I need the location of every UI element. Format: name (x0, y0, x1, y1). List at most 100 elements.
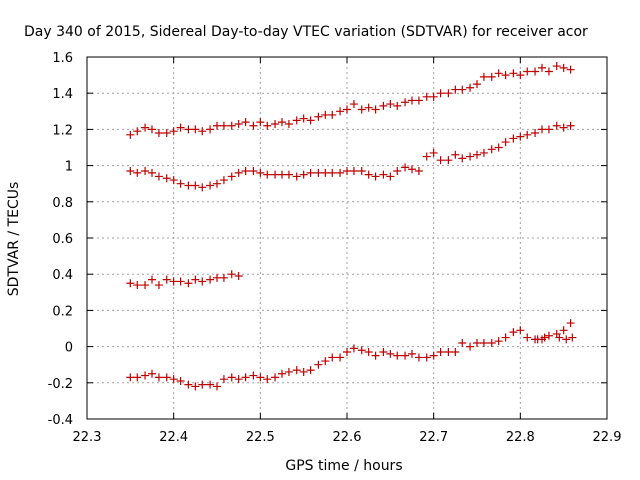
data-point-second (299, 170, 308, 179)
data-point-short (148, 275, 156, 284)
data-point-upper (306, 116, 315, 125)
data-point-upper (473, 80, 481, 89)
data-point-upper (444, 89, 453, 98)
data-point-lower (523, 333, 532, 342)
data-point-second (176, 179, 185, 188)
data-point-upper (162, 129, 171, 138)
y-tick-label: 0.2 (52, 304, 73, 319)
data-point-second (379, 170, 388, 179)
data-point-second (154, 172, 163, 181)
data-point-short (184, 279, 193, 288)
data-point-upper (509, 69, 518, 78)
data-point-lower (227, 373, 236, 382)
data-point-lower (219, 375, 228, 384)
data-point-lower (133, 373, 142, 382)
data-point-second (184, 181, 193, 190)
data-point-second (458, 154, 467, 163)
data-point-second (292, 172, 301, 181)
data-point-second (466, 152, 475, 161)
data-point-second (544, 125, 553, 134)
data-point-upper (292, 116, 301, 125)
data-point-lower (191, 382, 200, 391)
data-point-upper (198, 127, 207, 136)
data-point-lower (566, 319, 575, 328)
data-point-lower (386, 349, 395, 358)
data-point-second (249, 167, 258, 176)
data-point-short (219, 273, 228, 282)
data-point-lower (271, 373, 280, 382)
x-tick-label: 22.6 (333, 430, 362, 445)
data-point-upper (516, 71, 525, 80)
data-point-lower (436, 348, 445, 357)
data-point-upper (343, 105, 351, 114)
data-point-lower (451, 348, 460, 357)
data-point-lower (241, 373, 250, 382)
data-point-lower (371, 351, 380, 360)
y-tick-label: 0.4 (52, 268, 73, 283)
data-point-upper (184, 125, 193, 134)
data-point-second (401, 163, 410, 172)
data-point-upper (126, 130, 135, 139)
data-point-lower (169, 375, 178, 384)
data-point-upper (393, 101, 402, 110)
data-point-upper (357, 105, 366, 114)
data-point-upper (487, 72, 496, 81)
data-point-lower (458, 338, 467, 347)
data-point-short (176, 277, 185, 286)
data-point-lower (494, 337, 503, 346)
data-point-second (364, 170, 373, 179)
data-point-second (393, 167, 402, 176)
data-point-second (314, 168, 323, 177)
data-point-lower (328, 353, 337, 362)
data-point-upper (523, 67, 532, 76)
data-point-upper (414, 96, 423, 105)
data-point-lower (278, 369, 286, 378)
data-point-upper (451, 85, 460, 94)
data-point-lower (544, 331, 553, 340)
x-tick-label: 22.9 (593, 430, 622, 445)
data-point-upper (466, 83, 475, 92)
data-point-second (321, 168, 330, 177)
data-point-upper (271, 119, 280, 128)
data-point-lower (422, 353, 431, 362)
y-tick-label: 1.6 (52, 51, 73, 66)
data-point-lower (213, 382, 221, 391)
data-point-second (343, 167, 351, 176)
data-point-lower (292, 366, 301, 375)
data-point-upper (148, 125, 156, 134)
data-point-upper (141, 123, 150, 132)
chart-title: Day 340 of 2015, Sidereal Day-to-day VTE… (24, 24, 588, 40)
data-point-second (357, 167, 366, 176)
data-point-upper (227, 121, 236, 130)
data-point-upper (401, 98, 410, 107)
data-point-upper (458, 85, 467, 94)
data-point-upper (213, 121, 221, 130)
data-point-lower (487, 338, 496, 347)
data-point-second (494, 143, 503, 152)
data-point-upper (544, 67, 553, 76)
data-point-second (162, 174, 171, 183)
data-point-lower (444, 348, 453, 357)
data-point-upper (249, 121, 258, 130)
data-point-lower (206, 380, 215, 389)
data-point-upper (154, 129, 163, 138)
data-point-lower (141, 371, 150, 380)
data-point-upper (429, 92, 438, 101)
data-point-short (227, 270, 236, 279)
data-point-lower (401, 351, 410, 360)
data-point-second (256, 168, 265, 177)
y-tick-label: 0.8 (52, 196, 73, 211)
data-point-upper (386, 100, 395, 109)
data-point-upper (408, 96, 416, 105)
data-point-short (154, 281, 163, 290)
data-point-second (198, 183, 207, 192)
data-point-lower (408, 349, 416, 358)
data-point-second (414, 167, 423, 176)
data-points (126, 62, 577, 391)
data-point-short (191, 275, 200, 284)
data-point-second (371, 172, 380, 181)
data-point-second (169, 176, 178, 185)
data-point-upper (494, 69, 503, 78)
data-point-second (422, 152, 431, 161)
